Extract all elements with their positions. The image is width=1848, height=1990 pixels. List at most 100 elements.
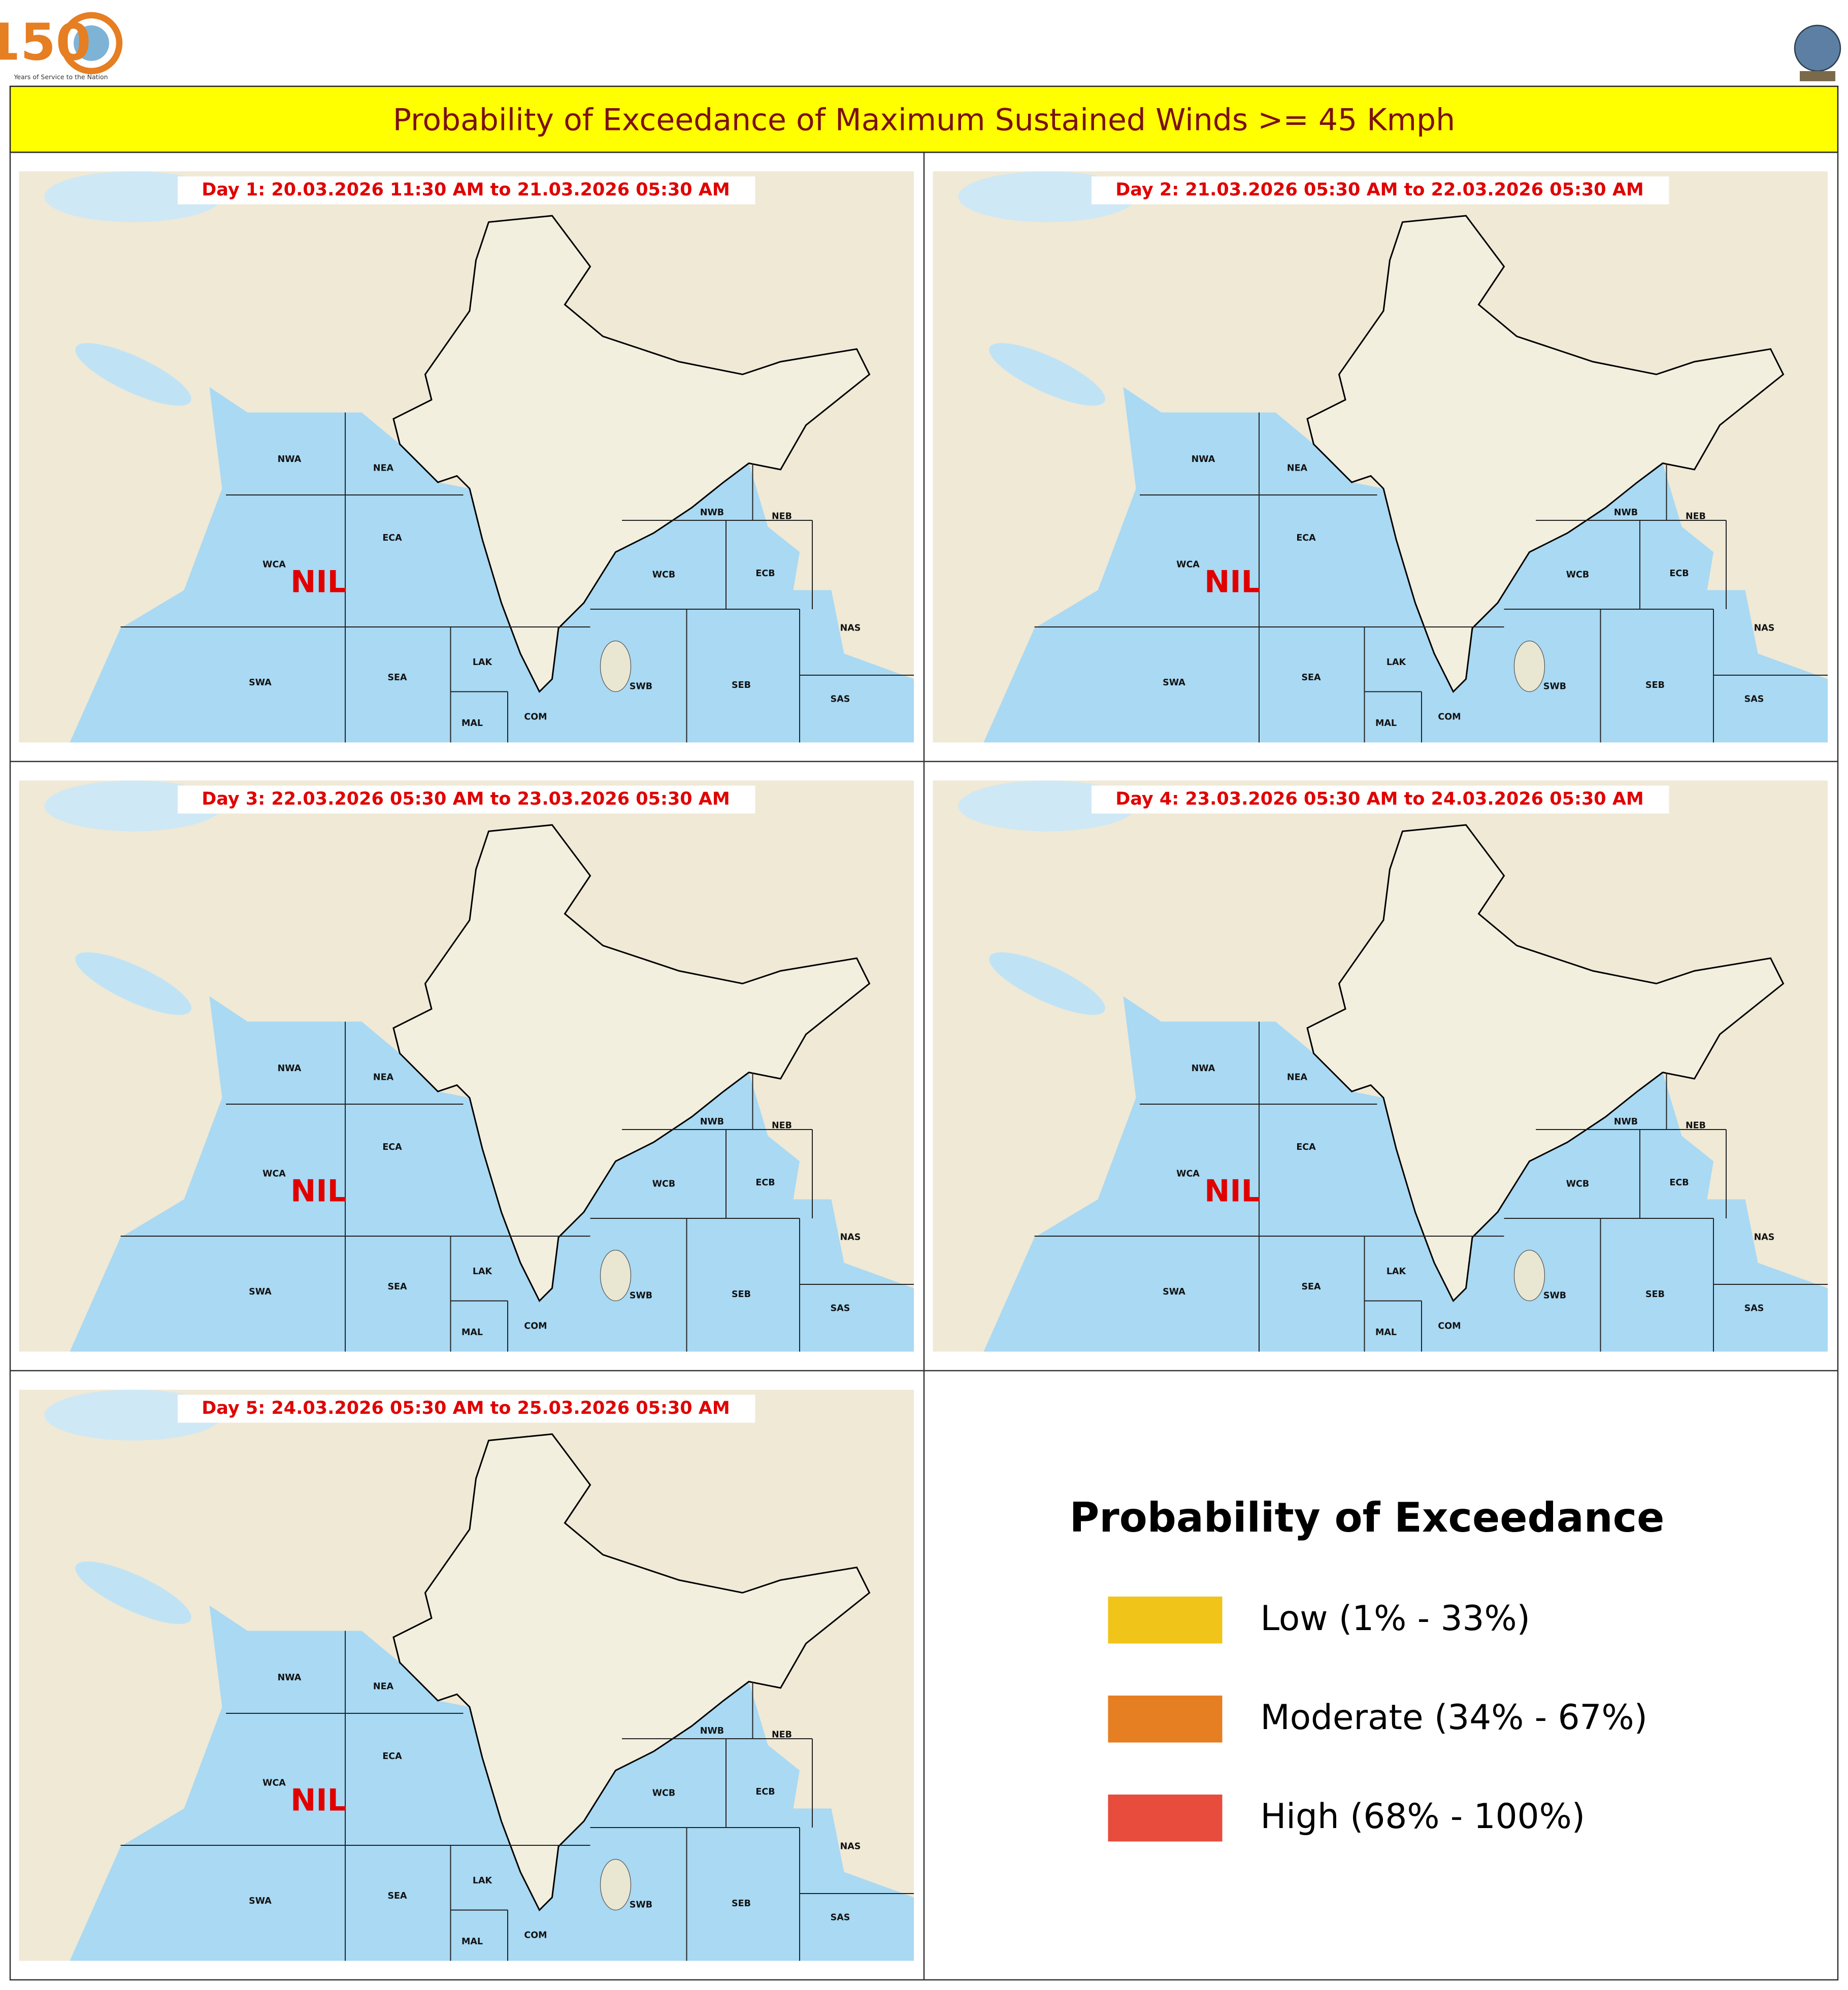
region-label: SAS — [1744, 694, 1764, 705]
region-label: NWA — [278, 454, 302, 465]
region-label: COM — [524, 1931, 547, 1941]
status-label: NIL — [1204, 1174, 1261, 1209]
region-label: NEA — [1287, 463, 1308, 474]
emblem-base — [1800, 71, 1835, 81]
region-label: ECA — [382, 1751, 402, 1762]
sri-lanka — [600, 1859, 632, 1911]
region-label: WCA — [1176, 1169, 1200, 1179]
region-label: SWB — [1543, 1291, 1566, 1301]
region-label: SAS — [831, 694, 850, 705]
region-label: SEB — [732, 1899, 751, 1909]
sri-lanka — [600, 1249, 632, 1302]
region-label: COM — [1438, 1321, 1461, 1332]
region-label: MAL — [461, 1937, 483, 1947]
map-panel: NWA NEA ECA WCA SWA SEA LAK MAL COM NWB NEB WCB ECB S… — [19, 1389, 914, 1961]
region-label: ECB — [755, 1787, 775, 1797]
sea — [983, 996, 1828, 1352]
region-label: NEB — [772, 512, 792, 522]
region-label: WCA — [262, 1169, 286, 1179]
region-label: NWB — [1614, 508, 1638, 518]
region-label: MAL — [461, 718, 483, 728]
region-label: SWA — [249, 1287, 272, 1297]
legend-title: Probability of Exceedance — [1070, 1494, 1665, 1541]
day-label: Day 3: 22.03.2026 05:30 AM to 23.03.2026… — [202, 789, 730, 809]
india-outline — [392, 824, 871, 1303]
sri-lanka — [600, 640, 632, 692]
india-outline — [392, 215, 871, 693]
region-label: MAL — [461, 1328, 483, 1338]
region-label: SEA — [1301, 673, 1321, 683]
region-label: SAS — [1744, 1304, 1764, 1314]
region-label: ECB — [755, 569, 775, 579]
legend-label: Low (1% - 33%) — [1261, 1598, 1530, 1638]
persian-gulf — [75, 952, 191, 1015]
region-label: SEA — [1301, 1282, 1321, 1292]
region-label: SEA — [387, 1282, 407, 1292]
region-label: SWB — [630, 1900, 652, 1910]
region-label: SEB — [1645, 680, 1665, 690]
sea — [70, 996, 914, 1352]
day-label-bg — [178, 785, 755, 814]
day-label-bg — [1092, 176, 1669, 205]
region-label: SAS — [831, 1304, 850, 1314]
region-label: SAS — [831, 1913, 850, 1923]
region-label: LAK — [1387, 1267, 1407, 1277]
region-label: WCB — [652, 1788, 676, 1799]
region-label: NEB — [772, 1121, 792, 1131]
legend-swatch — [1108, 1795, 1223, 1842]
status-label: NIL — [290, 1783, 347, 1818]
sea — [70, 1605, 914, 1961]
region-label: LAK — [473, 1876, 493, 1886]
region-label: SWA — [249, 1896, 272, 1906]
region-label: SWA — [1163, 678, 1185, 688]
region-label: WCB — [652, 1179, 676, 1189]
region-label: WCB — [1566, 1179, 1590, 1189]
region-label: NAS — [1754, 1233, 1775, 1243]
status-label: NIL — [290, 565, 347, 600]
page-title: Probability of Exceedance of Maximum Sus… — [393, 103, 1455, 138]
legend-swatch — [1108, 1597, 1223, 1644]
region-label: NEB — [1686, 1121, 1706, 1131]
emblem — [1794, 24, 1841, 81]
region-label: ECA — [382, 533, 402, 543]
region-label: NWB — [700, 508, 724, 518]
region-label: COM — [1438, 712, 1461, 722]
region-label: SEA — [387, 1891, 407, 1901]
region-label: NAS — [840, 623, 861, 634]
region-label: NWA — [278, 1064, 302, 1074]
logo: 150 Years of Service to the Nation — [0, 12, 123, 81]
region-label: SEB — [732, 1289, 751, 1300]
title-bar — [9, 85, 1839, 153]
persian-gulf — [75, 343, 191, 406]
region-label: MAL — [1375, 1328, 1397, 1338]
sea — [983, 387, 1828, 743]
region-label: WCA — [1176, 560, 1200, 570]
day-label: Day 5: 24.03.2026 05:30 AM to 25.03.2026… — [202, 1398, 730, 1418]
region-label: SEB — [1645, 1289, 1665, 1300]
map-panel: NWA NEA ECA WCA SWA SEA LAK MAL COM NWB NEB WCB ECB S… — [933, 171, 1828, 743]
region-label: WCA — [262, 1778, 286, 1788]
region-label: SEA — [387, 673, 407, 683]
region-label: NEA — [373, 1682, 394, 1692]
map-panel: NWA NEA ECA WCA SWA SEA LAK MAL COM NWB NEB WCB ECB S… — [933, 780, 1828, 1352]
region-label: NWB — [1614, 1117, 1638, 1127]
region-label: NEA — [373, 1073, 394, 1083]
region-label: LAK — [1387, 657, 1407, 668]
day-label-bg — [178, 176, 755, 205]
india-outline — [1306, 215, 1785, 693]
legend-swatch — [1108, 1696, 1223, 1743]
status-label: NIL — [1204, 565, 1261, 600]
region-label: WCB — [652, 570, 676, 580]
day-label-bg — [1092, 785, 1669, 814]
logo-text: 150 — [0, 12, 91, 72]
legend: Probability of Exceedance Low (1% - 33%)… — [1070, 1494, 1665, 1842]
region-label: SWA — [1163, 1287, 1185, 1297]
legend-label: High (68% - 100%) — [1261, 1796, 1586, 1836]
region-label: LAK — [473, 657, 493, 668]
day-label: Day 4: 23.03.2026 05:30 AM to 24.03.2026… — [1115, 789, 1644, 809]
region-label: NEB — [772, 1730, 792, 1740]
region-label: ECA — [382, 1142, 402, 1152]
map-panel: NWA NEA ECA WCA SWA SEA LAK MAL COM NWB NEB WCB ECB S… — [19, 171, 914, 743]
